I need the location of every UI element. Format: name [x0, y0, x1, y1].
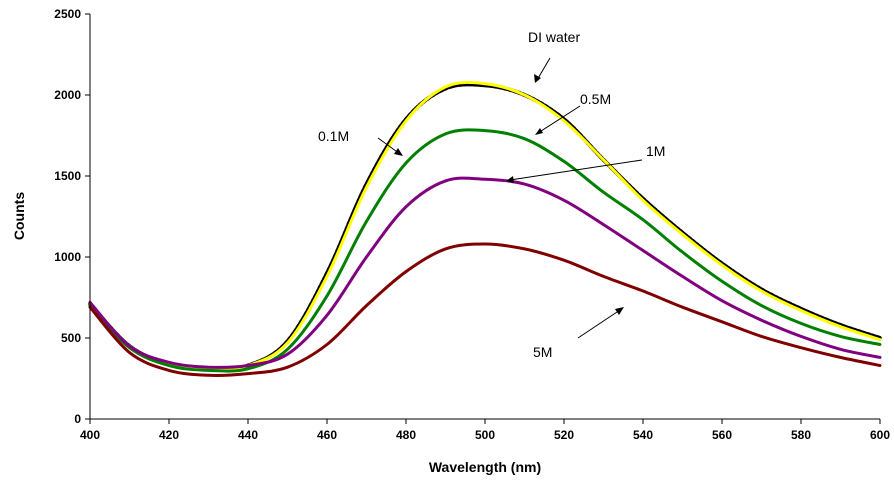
annotation-5m: 5M: [533, 344, 552, 360]
y-tick-label: 0: [74, 412, 81, 426]
x-tick-label: 500: [475, 428, 495, 442]
y-tick-label: 500: [61, 331, 81, 345]
series-line-di-water: [88, 82, 882, 372]
y-axis-title: Counts: [11, 192, 27, 240]
annotation-arrow-1m: [509, 159, 643, 181]
x-tick-label: 480: [396, 428, 416, 442]
y-ticks: 0 500 1000 1500 2000 2500: [54, 7, 90, 426]
x-tick-label: 560: [712, 428, 732, 442]
annotation-arrowhead-1m: [506, 176, 514, 183]
annotation-0-1m: 0.1M: [318, 128, 349, 144]
annotation-arrowhead-di-water: [534, 74, 541, 83]
x-tick-label: 460: [317, 428, 337, 442]
x-axis-title: Wavelength (nm): [429, 459, 541, 475]
x-tick-label: 580: [791, 428, 811, 442]
x-ticks: 400 420 440 460 480 500 520 540 560 580 600: [80, 419, 890, 442]
x-tick-label: 420: [159, 428, 179, 442]
x-tick-label: 440: [238, 428, 258, 442]
plot-series-group: [88, 80, 882, 377]
annotation-arrow-di-water: [536, 57, 551, 81]
x-tick-label: 540: [633, 428, 653, 442]
annotation-arrow-0-5m: [537, 105, 581, 134]
y-tick-label: 2000: [54, 88, 81, 102]
annotation-arrowhead-5m: [615, 307, 624, 315]
x-tick-label: 600: [870, 428, 890, 442]
series-line-1m: [88, 176, 882, 369]
annotation-arrow-5m: [577, 309, 621, 339]
y-tick-label: 1500: [54, 169, 81, 183]
annotations: DI water 0.5M 0.1M 1M 5M: [318, 29, 665, 360]
annotation-arrowhead-0-5m: [535, 128, 543, 135]
series-line-0-1m: [88, 80, 882, 371]
y-tick-label: 2500: [54, 7, 81, 21]
annotation-1m: 1M: [646, 143, 665, 159]
y-tick-label: 1000: [54, 250, 81, 264]
annotation-0-5m: 0.5M: [580, 91, 611, 107]
annotation-arrowhead-0-1m: [394, 148, 403, 156]
x-tick-label: 520: [554, 428, 574, 442]
series-line-5m: [88, 242, 882, 377]
x-tick-label: 400: [80, 428, 100, 442]
series-line-0-5m: [88, 128, 882, 373]
annotation-di-water: DI water: [528, 29, 580, 45]
